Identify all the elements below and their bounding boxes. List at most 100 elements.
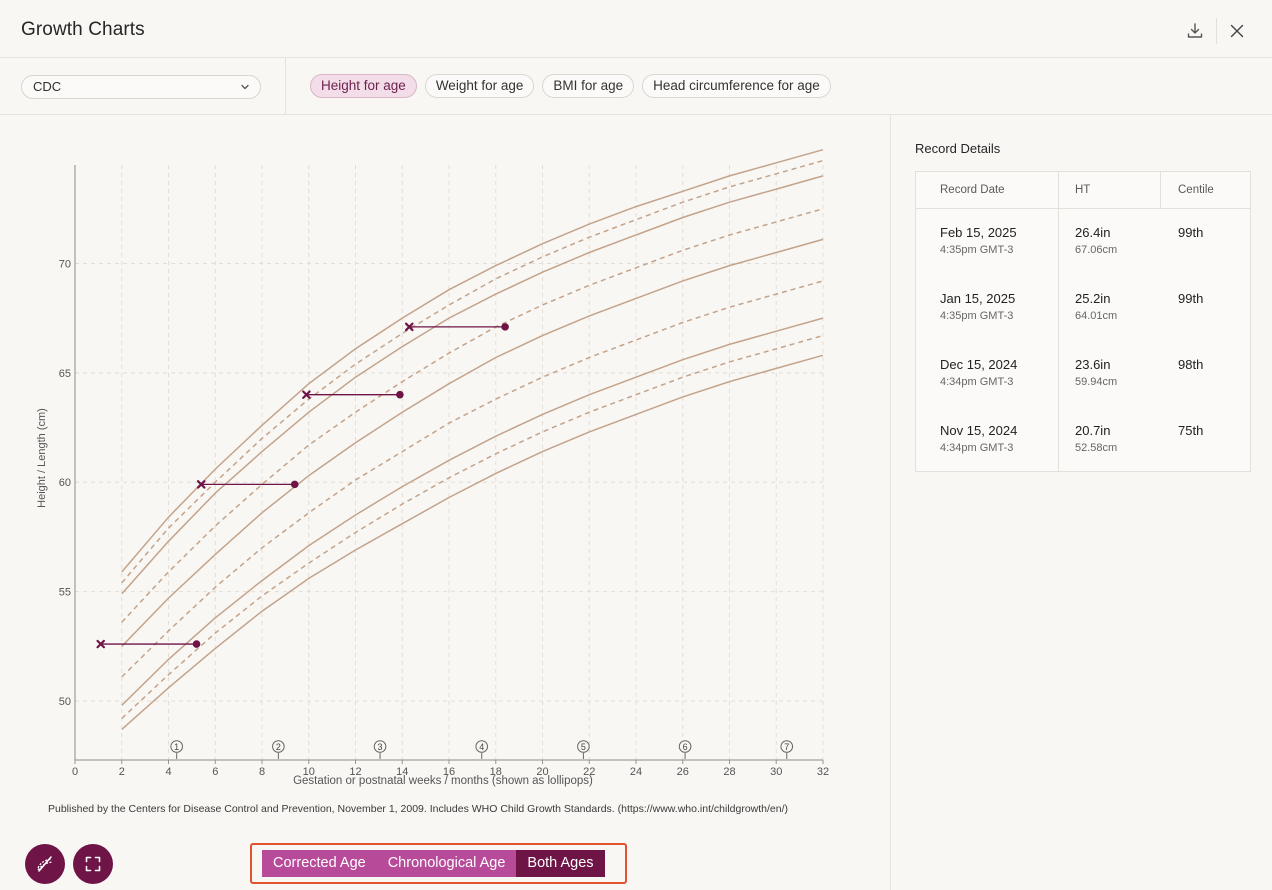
month-marker-label: 4 — [479, 742, 484, 752]
month-marker-circle — [272, 740, 285, 753]
height-centimeters: 67.06cm — [1075, 244, 1118, 256]
record-time: 4:35pm GMT-3 — [940, 244, 1014, 256]
table-header-row: Record Date HT Centile — [916, 172, 1250, 209]
hide-lines-button[interactable] — [25, 844, 65, 884]
x-tick-label: 12 — [349, 766, 361, 778]
height-inches: 26.4in — [1075, 225, 1111, 240]
month-marker-circle — [170, 740, 183, 753]
corrected-age-option[interactable]: Corrected Age — [262, 850, 377, 877]
corrected-age-marker — [404, 322, 414, 332]
toolbar: CDC Height for age Weight for age BMI fo… — [0, 58, 1272, 115]
hide-lines-icon — [37, 856, 53, 872]
chronological-age-option[interactable]: Chronological Age — [376, 850, 517, 877]
month-marker-label: 3 — [378, 742, 383, 752]
month-marker-circle — [780, 740, 794, 753]
y-tick-label: 50 — [59, 696, 71, 708]
chronological-age-marker — [396, 390, 404, 399]
chronological-age-marker — [192, 640, 201, 648]
download-icon — [1187, 23, 1203, 38]
y-axis-label: Height / Length (cm) — [36, 408, 48, 508]
corrected-age-marker — [96, 639, 106, 649]
centile-value: 99th — [1178, 225, 1204, 240]
source-select[interactable]: CDC — [21, 75, 261, 99]
close-icon — [1230, 24, 1244, 38]
column-header-ht: HT — [1075, 184, 1091, 196]
month-marker-circle — [475, 740, 489, 753]
height-centimeters: 59.94cm — [1075, 376, 1118, 388]
height-inches: 20.7in — [1075, 423, 1111, 438]
fullscreen-button[interactable] — [73, 844, 113, 884]
x-tick-label: 28 — [723, 766, 735, 778]
height-inches: 23.6in — [1075, 357, 1111, 372]
height-inches: 25.2in — [1075, 291, 1111, 306]
record-time: 4:34pm GMT-3 — [940, 442, 1014, 454]
panel-divider — [890, 115, 891, 890]
chart-area: 0 2 4 6 8 10 12 14 16 18 20 22 24 26 28 30 32 50 55 60 65 70 … — [0, 115, 890, 890]
tab-height-for-age[interactable]: Height for age — [310, 74, 417, 98]
x-tick-label: 8 — [259, 766, 265, 778]
both-ages-option[interactable]: Both Ages — [516, 850, 605, 877]
y-tick-label: 60 — [59, 477, 71, 489]
column-divider — [1058, 172, 1059, 471]
y-tick-label: 70 — [59, 258, 71, 270]
month-marker-label: 5 — [581, 742, 586, 752]
x-tick-label: 24 — [630, 766, 642, 778]
percentile-curve — [121, 208, 824, 623]
x-tick-label: 2 — [119, 766, 125, 778]
download-button[interactable] — [1183, 19, 1207, 43]
centile-value: 75th — [1178, 423, 1204, 438]
month-marker-label: 2 — [276, 742, 281, 752]
chart-grid — [75, 165, 824, 760]
tab-bmi-for-age[interactable]: BMI for age — [542, 74, 635, 98]
record-date: Jan 15, 2025 — [940, 291, 1016, 306]
record-time: 4:35pm GMT-3 — [940, 310, 1014, 322]
growth-chart: 0 2 4 6 8 10 12 14 16 18 20 22 24 26 28 30 325055606570 … — [36, 148, 829, 787]
percentile-curve — [121, 334, 824, 719]
centile-value: 99th — [1178, 291, 1204, 306]
record-details-title: Record Details — [915, 141, 1001, 156]
page-title: Growth Charts — [21, 19, 145, 40]
month-marker-circle — [678, 740, 692, 753]
x-tick-label: 18 — [490, 766, 502, 778]
header: Growth Charts — [0, 0, 1272, 58]
centile-value: 98th — [1178, 357, 1204, 372]
x-tick-label: 14 — [396, 766, 408, 778]
toolbar-divider — [285, 58, 286, 114]
percentile-curve — [121, 280, 824, 678]
month-marker-circle — [577, 740, 590, 753]
month-marker-circle — [373, 740, 387, 753]
percentile-curves — [121, 148, 824, 730]
x-axis-label: Gestation or postnatal weeks / months (s… — [293, 775, 593, 787]
x-tick-label: 0 — [72, 766, 78, 778]
record-details-table: Record Date HT Centile Feb 15, 2025 4:35… — [915, 171, 1251, 472]
month-marker-label: 1 — [174, 742, 179, 752]
percentile-curve — [121, 159, 824, 584]
x-tick-label: 30 — [770, 766, 782, 778]
chart-type-tabs: Height for age Weight for age BMI for ag… — [310, 74, 831, 98]
source-select-value: CDC — [33, 79, 62, 94]
header-divider — [1216, 18, 1217, 44]
y-tick-label: 55 — [59, 587, 71, 599]
measurement-points — [96, 322, 509, 649]
percentile-curve — [121, 148, 824, 573]
x-tick-label: 16 — [443, 766, 455, 778]
record-date: Nov 15, 2024 — [940, 423, 1018, 438]
month-marker-label: 6 — [683, 742, 688, 752]
tab-head-circumference-for-age[interactable]: Head circumference for age — [642, 74, 831, 98]
x-tick-label: 32 — [817, 766, 829, 778]
record-date: Dec 15, 2024 — [940, 357, 1018, 372]
x-tick-label: 10 — [303, 766, 315, 778]
age-mode-toggle: Corrected Age Chronological Age Both Age… — [262, 850, 605, 877]
fullscreen-icon — [85, 856, 101, 872]
corrected-age-marker — [302, 390, 311, 399]
tab-weight-for-age[interactable]: Weight for age — [424, 74, 535, 98]
x-tick-label: 22 — [583, 766, 595, 778]
percentile-curve — [121, 354, 824, 730]
percentile-curve — [121, 238, 824, 647]
close-button[interactable] — [1225, 19, 1249, 43]
column-header-centile: Centile — [1178, 184, 1214, 196]
record-date: Feb 15, 2025 — [940, 225, 1017, 240]
record-time: 4:34pm GMT-3 — [940, 376, 1014, 388]
height-centimeters: 52.58cm — [1075, 442, 1118, 454]
